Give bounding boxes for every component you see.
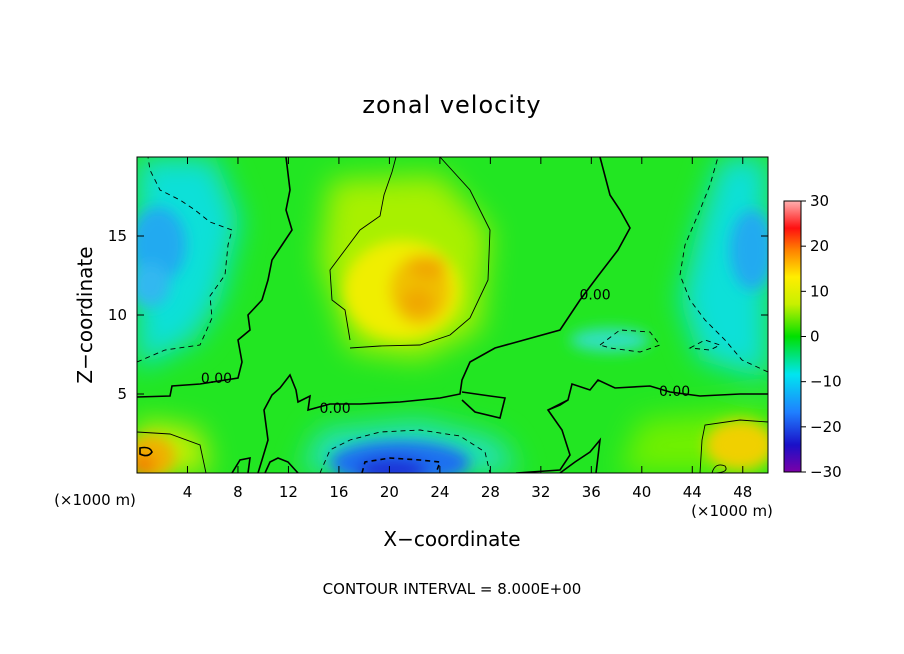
y-tick-label: 15 (108, 227, 127, 245)
contour-labels: 0.00 0.00 0.00 0.00 (201, 287, 690, 417)
x-tick-label: 8 (233, 483, 243, 501)
x-axis-label: X−coordinate (383, 527, 520, 551)
y-tick-label: 10 (108, 306, 127, 324)
colorbar-gradient (783, 200, 802, 473)
negative-contour-left (137, 157, 233, 363)
colorbar-tick-label: 30 (810, 192, 829, 210)
colorbar: 30 20 10 0 −10 −20 −30 (783, 192, 842, 481)
positive-contour-upper (329, 157, 491, 349)
x-tick-label: 12 (279, 483, 298, 501)
x-axis-unit-right: (×1000 m) (691, 502, 773, 520)
x-tick-label: 40 (632, 483, 651, 501)
x-tick-label: 16 (329, 483, 348, 501)
contour-label: 0.00 (580, 287, 611, 303)
negative-contour-bottom (319, 429, 491, 473)
contour-label: 0.00 (201, 371, 232, 387)
colorbar-ticks: 30 20 10 0 −10 −20 −30 (801, 192, 842, 481)
core-bottom-right-positive (705, 420, 768, 470)
x-tick-label: 32 (531, 483, 550, 501)
y-axis-ticks: 5 10 15 (108, 227, 768, 403)
x-axis-unit-left: (×1000 m) (54, 491, 136, 509)
x-tick-label: 28 (481, 483, 500, 501)
contour-interval-note: CONTOUR INTERVAL = 8.000E+00 (323, 580, 582, 598)
colorbar-tick-label: −10 (810, 373, 842, 391)
negative-contour-right (679, 157, 768, 373)
contour-label: 0.00 (320, 401, 351, 417)
y-axis-label: Z−coordinate (73, 246, 97, 383)
colorbar-tick-label: 0 (810, 328, 820, 346)
x-tick-label: 4 (183, 483, 193, 501)
zero-contour-main (137, 157, 293, 398)
x-axis-ticks: 4 8 12 16 20 24 28 32 36 40 44 48 (183, 157, 752, 501)
colorbar-tick-label: 10 (810, 282, 829, 300)
field-layer (137, 157, 768, 473)
y-tick-label: 5 (117, 385, 127, 403)
chart-title: zonal velocity (362, 91, 541, 119)
core-right-negative (730, 210, 768, 290)
x-tick-label: 44 (683, 483, 702, 501)
colorbar-tick-label: −30 (810, 463, 842, 481)
contour-lines (137, 157, 768, 473)
x-tick-label: 48 (733, 483, 752, 501)
contour-label: 0.00 (659, 384, 690, 400)
colorbar-tick-label: −20 (810, 418, 842, 436)
colorbar-tick-label: 20 (810, 237, 829, 255)
x-tick-label: 24 (430, 483, 449, 501)
x-tick-label: 36 (582, 483, 601, 501)
x-tick-label: 20 (380, 483, 399, 501)
